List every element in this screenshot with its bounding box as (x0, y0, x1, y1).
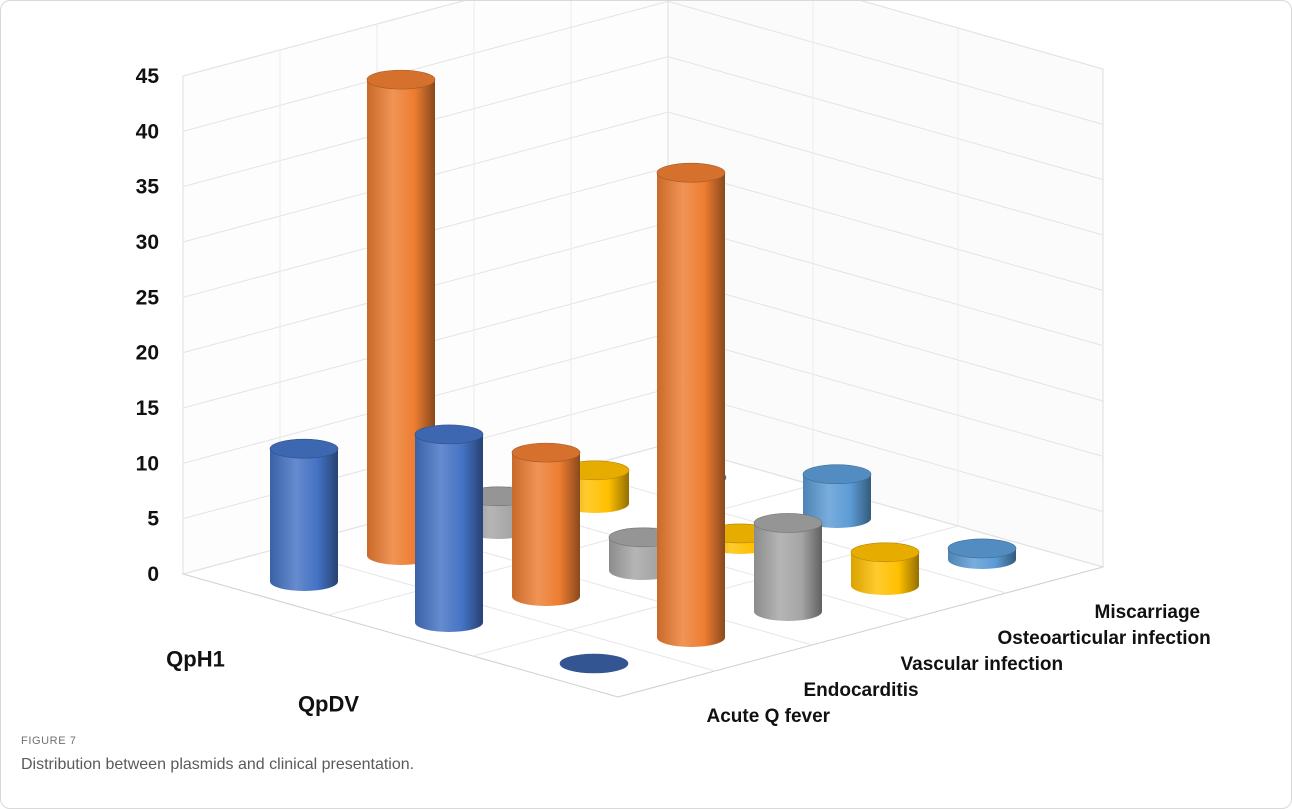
bar-cylinder (802, 464, 872, 528)
bar-body (851, 552, 919, 595)
bar-cylinder (511, 442, 581, 606)
z-tick-label: 25 (136, 286, 160, 309)
x-tick-label: QpDV (298, 692, 359, 717)
bar-top (511, 442, 581, 463)
bar-body (803, 474, 871, 528)
bar-cylinder (947, 538, 1017, 569)
bar-top (414, 424, 484, 445)
depth-tick-label: Vascular infection (901, 654, 1064, 675)
bar-top (559, 653, 629, 674)
bar-top (753, 513, 823, 533)
z-tick-label: 20 (136, 342, 159, 365)
bar-body (270, 448, 338, 591)
z-tick-label: 35 (136, 176, 160, 199)
bar-top (802, 464, 872, 485)
bar-top (850, 542, 920, 563)
bar-top (366, 69, 436, 90)
depth-tick-label: Miscarriage (1095, 602, 1201, 623)
z-tick-label: 5 (147, 508, 159, 531)
floor-line (279, 547, 716, 672)
figure-caption: Distribution between plasmids and clinic… (21, 756, 415, 773)
chart-3d-cylinders: 051015202530354045QpH1QpDVQpRSAcute Q fe… (136, 1, 1211, 727)
bar-cylinder (414, 424, 484, 632)
bar-cylinder (269, 438, 339, 591)
z-tick-label: 40 (136, 120, 159, 143)
chart-labels: 051015202530354045QpH1QpDVQpRSAcute Q fe… (136, 65, 1211, 727)
depth-tick-label: Acute Q fever (707, 706, 831, 727)
z-tick-label: 0 (147, 563, 159, 586)
bar-body (415, 434, 483, 632)
figure-label: FIGURE 7 (21, 735, 77, 747)
bar-top (947, 538, 1017, 559)
z-tick-label: 30 (136, 231, 159, 254)
depth-tick-label: Endocarditis (804, 680, 919, 701)
z-tick-label: 15 (136, 397, 160, 420)
z-tick-label: 10 (136, 452, 159, 475)
x-tick-label: QpH1 (166, 647, 225, 672)
bar-cylinder (656, 162, 726, 647)
bar-body (754, 522, 822, 621)
chart-walls (181, 1, 1105, 698)
bar-cylinder (753, 513, 823, 621)
bar-body (512, 452, 580, 606)
bar-body (657, 172, 725, 647)
bar-cylinder (850, 542, 920, 595)
bar-cylinder (559, 653, 629, 674)
bar-top (269, 438, 339, 459)
bar-top (656, 162, 726, 183)
depth-tick-label: Osteoarticular infection (998, 628, 1211, 649)
z-tick-label: 45 (136, 65, 160, 88)
chart-bars (269, 69, 1017, 674)
